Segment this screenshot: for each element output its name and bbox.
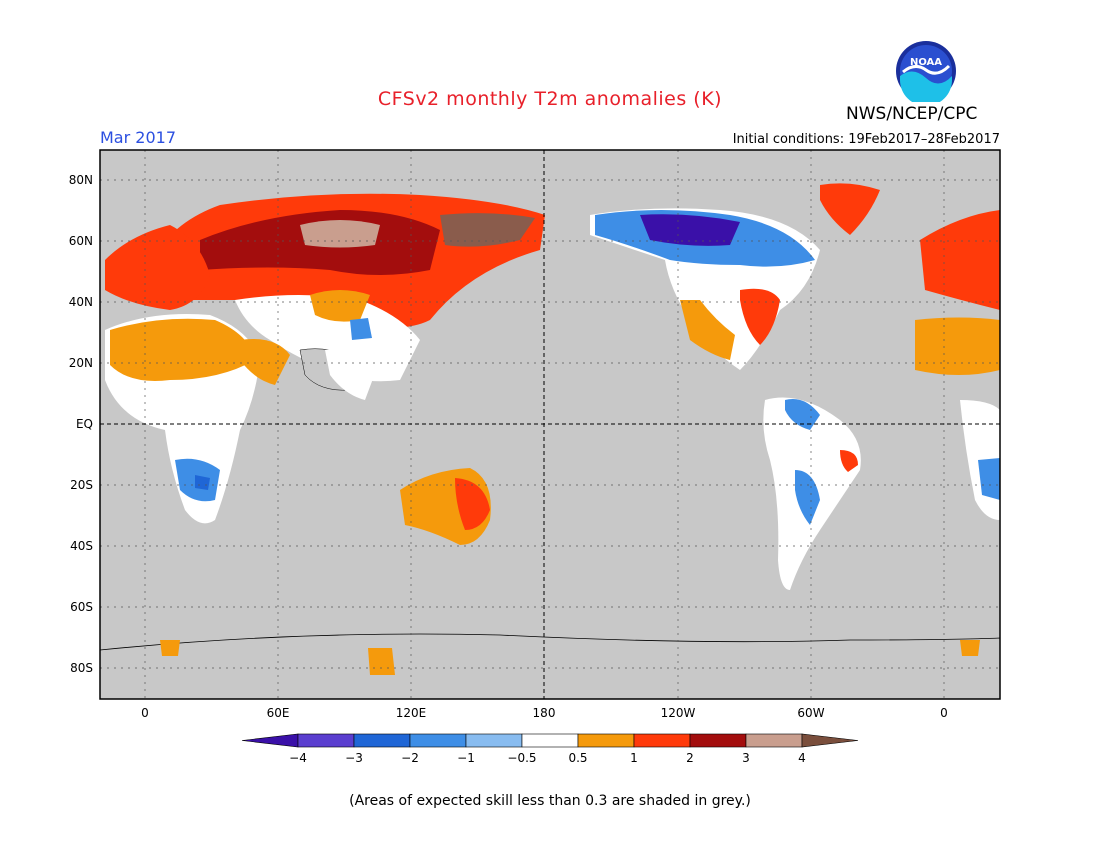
lat-label: 60S [70, 600, 93, 614]
colorbar-extend-high [801, 733, 859, 748]
map-title: CFSv2 monthly T2m anomalies (K) [377, 88, 723, 110]
svg-text:NOAA: NOAA [910, 57, 942, 68]
colorbar-swatch [521, 733, 579, 748]
lon-label: 180 [533, 706, 556, 720]
colorbar-tick-label: −1 [457, 751, 475, 765]
colorbar-swatch [409, 733, 467, 748]
lat-label: 80S [70, 661, 93, 675]
antarctica-region [100, 633, 1000, 699]
colorbar-tick-label: −3 [345, 751, 363, 765]
colorbar-tick-label: 0.5 [568, 751, 587, 765]
colorbar-swatch [577, 733, 635, 748]
lon-label: 0 [141, 706, 149, 720]
colorbar-tick-label: −4 [289, 751, 307, 765]
lat-label: 20N [69, 356, 93, 370]
lat-label: 40N [69, 295, 93, 309]
skill-note: (Areas of expected skill less than 0.3 a… [349, 793, 751, 809]
colorbar-tick-label: 4 [798, 751, 806, 765]
lon-label: 60W [797, 706, 824, 720]
organization-label: NWS/NCEP/CPC [846, 104, 978, 124]
colorbar-tick-label: 3 [742, 751, 750, 765]
colorbar-swatch [465, 733, 523, 748]
lat-label: 40S [70, 539, 93, 553]
south-america-region [763, 397, 861, 590]
colorbar-swatch [353, 733, 411, 748]
initial-conditions: Initial conditions: 19Feb2017–28Feb2017 [732, 132, 1000, 147]
colorbar: −4 −3 −2 −1 −0.5 0.5 1 2 3 4 [241, 733, 859, 765]
lon-label: 120W [661, 706, 696, 720]
lon-label: 120E [396, 706, 427, 720]
longitude-labels: 0 60E 120E 180 120W 60W 0 [141, 706, 948, 720]
colorbar-extend-low [241, 733, 299, 748]
latitude-labels: 80N 60N 40N 20N EQ 20S 40S 60S 80S [69, 173, 93, 675]
colorbar-tick-label: 1 [630, 751, 638, 765]
africa-region [105, 314, 260, 524]
lat-label: 20S [70, 478, 93, 492]
map-frame [99, 149, 1001, 700]
lat-label: 80N [69, 173, 93, 187]
anomaly-map: 80N 60N 40N 20N EQ 20S 40S 60S 80S 0 60E… [69, 149, 1001, 720]
lat-label: EQ [76, 417, 93, 431]
lon-label: 60E [267, 706, 290, 720]
north-america-region [590, 183, 880, 370]
colorbar-swatch [745, 733, 803, 748]
equator-dateline [100, 150, 1000, 699]
colorbar-ticks: −4 −3 −2 −1 −0.5 0.5 1 2 3 4 [289, 751, 806, 765]
lon-label: 0 [940, 706, 948, 720]
colorbar-swatch [633, 733, 691, 748]
colorbar-tick-label: −2 [401, 751, 419, 765]
colorbar-tick-label: 2 [686, 751, 694, 765]
colorbar-swatches [241, 733, 859, 748]
australia-region [400, 468, 491, 545]
forecast-month: Mar 2017 [100, 128, 176, 147]
noaa-logo-icon: NOAA [896, 41, 956, 102]
colorbar-swatch [297, 733, 355, 748]
colorbar-swatch [689, 733, 747, 748]
colorbar-tick-label: −0.5 [507, 751, 536, 765]
eurasia-region [140, 193, 545, 391]
lat-label: 60N [69, 234, 93, 248]
